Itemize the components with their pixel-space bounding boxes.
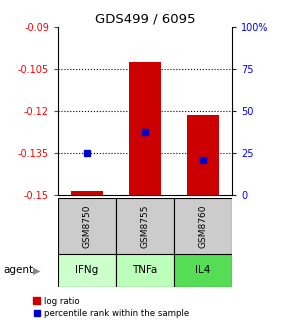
Bar: [71, 191, 103, 195]
Bar: [58, 198, 116, 254]
Bar: [187, 115, 219, 195]
Bar: [174, 198, 232, 254]
Text: GSM8755: GSM8755: [140, 204, 150, 248]
Bar: [174, 254, 232, 287]
Text: IL4: IL4: [195, 265, 211, 276]
Bar: [58, 254, 116, 287]
Bar: [116, 254, 174, 287]
Legend: log ratio, percentile rank within the sample: log ratio, percentile rank within the sa…: [33, 297, 189, 318]
Text: IFNg: IFNg: [75, 265, 99, 276]
Text: agent: agent: [3, 265, 33, 276]
Bar: [129, 62, 161, 195]
Text: TNFa: TNFa: [132, 265, 158, 276]
Text: GSM8750: GSM8750: [82, 204, 92, 248]
Title: GDS499 / 6095: GDS499 / 6095: [95, 13, 195, 26]
Bar: [116, 198, 174, 254]
Text: ▶: ▶: [33, 265, 41, 276]
Text: GSM8760: GSM8760: [198, 204, 208, 248]
